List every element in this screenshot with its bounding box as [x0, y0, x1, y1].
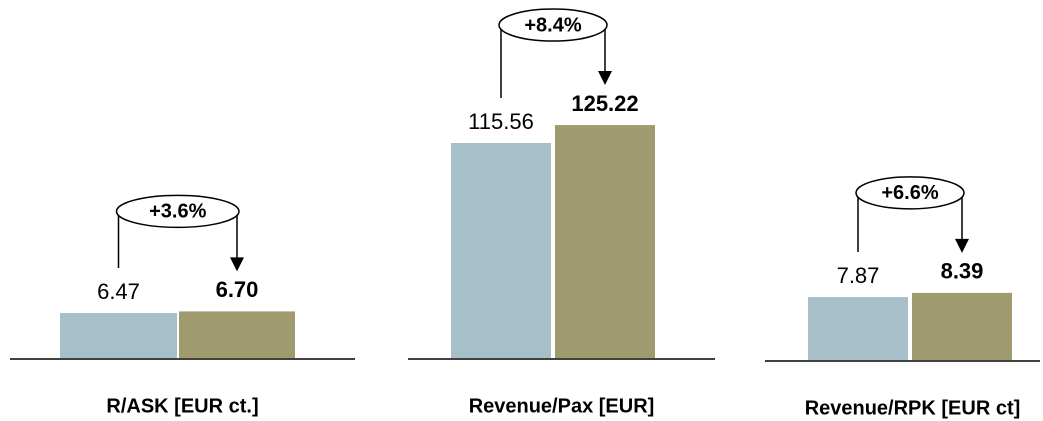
bar — [451, 143, 551, 358]
change-bubble — [498, 8, 608, 42]
change-label: +3.6% — [149, 201, 206, 223]
x-axis-label: R/ASK [EUR ct.] — [106, 395, 258, 417]
value-label: 6.47 — [97, 279, 140, 304]
arrow-head — [230, 257, 244, 272]
bar — [179, 311, 295, 358]
arrow-head — [598, 71, 612, 86]
value-label: 125.22 — [571, 91, 638, 116]
x-axis-label: Revenue/RPK [EUR ct] — [805, 397, 1021, 419]
bar — [808, 297, 908, 360]
change-bubble — [855, 176, 965, 210]
arrow-head — [955, 238, 969, 253]
bar — [555, 125, 655, 358]
x-axis-label: Revenue/Pax [EUR] — [469, 395, 655, 417]
value-label: 6.70 — [216, 277, 259, 302]
bar — [60, 312, 177, 358]
bar — [912, 292, 1012, 360]
change-bubble — [115, 194, 240, 229]
change-label: +6.6% — [881, 182, 938, 204]
value-label: 8.39 — [941, 259, 984, 284]
value-label: 7.87 — [837, 263, 880, 288]
change-label: +8.4% — [524, 14, 581, 36]
value-label: 115.56 — [468, 109, 534, 134]
